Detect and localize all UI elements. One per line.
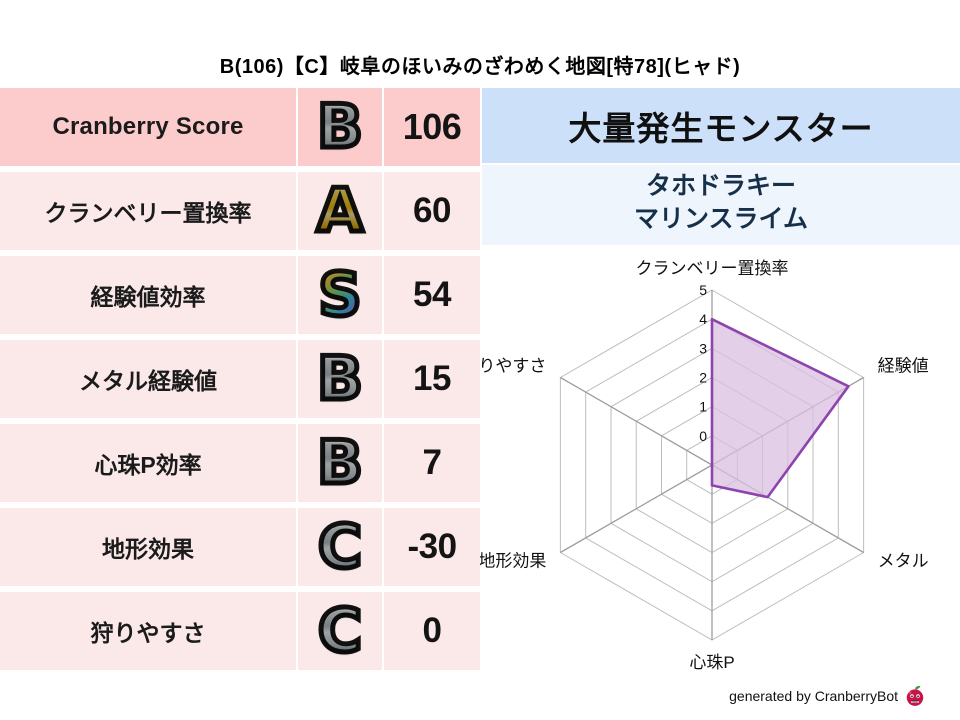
grade-badge: B: [298, 424, 382, 502]
grade-letter: B: [315, 344, 366, 414]
monster-name: マリンスライム: [633, 204, 808, 233]
monster-name-list: タホドラキー マリンスライム: [482, 165, 960, 245]
stat-label: 地形効果: [0, 508, 296, 586]
monster-name: タホドラキー: [645, 172, 796, 200]
radar-tick-label: 2: [699, 370, 707, 386]
radar-tick-label: 5: [699, 282, 707, 298]
cranberry-bot-icon: [906, 685, 924, 706]
grade-badge: B: [298, 88, 382, 166]
radar-axis-label: メタル: [878, 552, 929, 571]
stat-value: 7: [384, 424, 480, 502]
radar-axis-spoke: [560, 464, 713, 554]
stat-label: クランベリー置換率: [0, 172, 296, 250]
stat-row: メタル経験値 B 15: [0, 340, 480, 418]
grade-badge: S: [298, 256, 382, 334]
radar-tick-label: 0: [699, 428, 707, 444]
radar-axis-spoke: [560, 376, 713, 466]
grade-letter: B: [315, 92, 366, 162]
monster-panel: 大量発生モンスター タホドラキー マリンスライム: [482, 88, 960, 245]
stat-label: メタル経験値: [0, 340, 296, 418]
grade-letter: B: [315, 428, 366, 498]
radar-tick-label: 4: [699, 311, 707, 327]
footer-credit-text: generated by CranberryBot: [729, 688, 898, 704]
stat-label: Cranberry Score: [0, 88, 296, 166]
stat-value: 15: [384, 340, 480, 418]
stat-row: クランベリー置換率 A 60: [0, 172, 480, 250]
stat-value: 60: [384, 172, 480, 250]
grade-letter: C: [315, 596, 364, 666]
page-title: B(106)【C】岐阜のほいみのざわめく地図[特78](ヒャド): [219, 56, 741, 78]
radar-axis-label: クランベリー置換率: [636, 259, 789, 278]
radar-axis-label: 狩りやすさ: [480, 357, 546, 376]
radar-data-polygon: [710, 317, 850, 499]
grade-letter: A: [314, 176, 365, 246]
stat-label: 経験値効率: [0, 256, 296, 334]
stat-value: 54: [384, 256, 480, 334]
stat-label: 狩りやすさ: [0, 592, 296, 670]
stat-label: 心珠P効率: [0, 424, 296, 502]
stat-row: Cranberry Score B 106: [0, 88, 480, 166]
grade-badge: C: [298, 508, 382, 586]
stat-row: 経験値効率 S 54: [0, 256, 480, 334]
grade-badge: A: [298, 172, 382, 250]
stat-value: 106: [384, 88, 480, 166]
grade-badge: B: [298, 340, 382, 418]
stat-value: 0: [384, 592, 480, 670]
radar-tick-label: 3: [699, 340, 707, 356]
radar-tick-label: 1: [699, 399, 707, 415]
stat-row: 狩りやすさ C 0: [0, 592, 480, 670]
grade-badge: C: [298, 592, 382, 670]
radar-axis-label: 地形効果: [480, 552, 546, 571]
radar-axis-label: 経験値: [878, 357, 929, 376]
stat-value: -30: [384, 508, 480, 586]
stat-table: Cranberry Score B 106 クランベリー置換率 A 60 経験値効率 S 54 メ…: [0, 88, 480, 680]
radar-axis-label: 心珠P: [689, 653, 734, 672]
stat-row: 地形効果 C -30: [0, 508, 480, 586]
monster-panel-header: 大量発生モンスター: [482, 88, 960, 163]
grade-letter: C: [315, 512, 364, 582]
stat-row: 心珠P効率 B 7: [0, 424, 480, 502]
grade-letter: S: [316, 260, 364, 330]
footer-credit: generated by CranberryBot: [729, 685, 926, 707]
